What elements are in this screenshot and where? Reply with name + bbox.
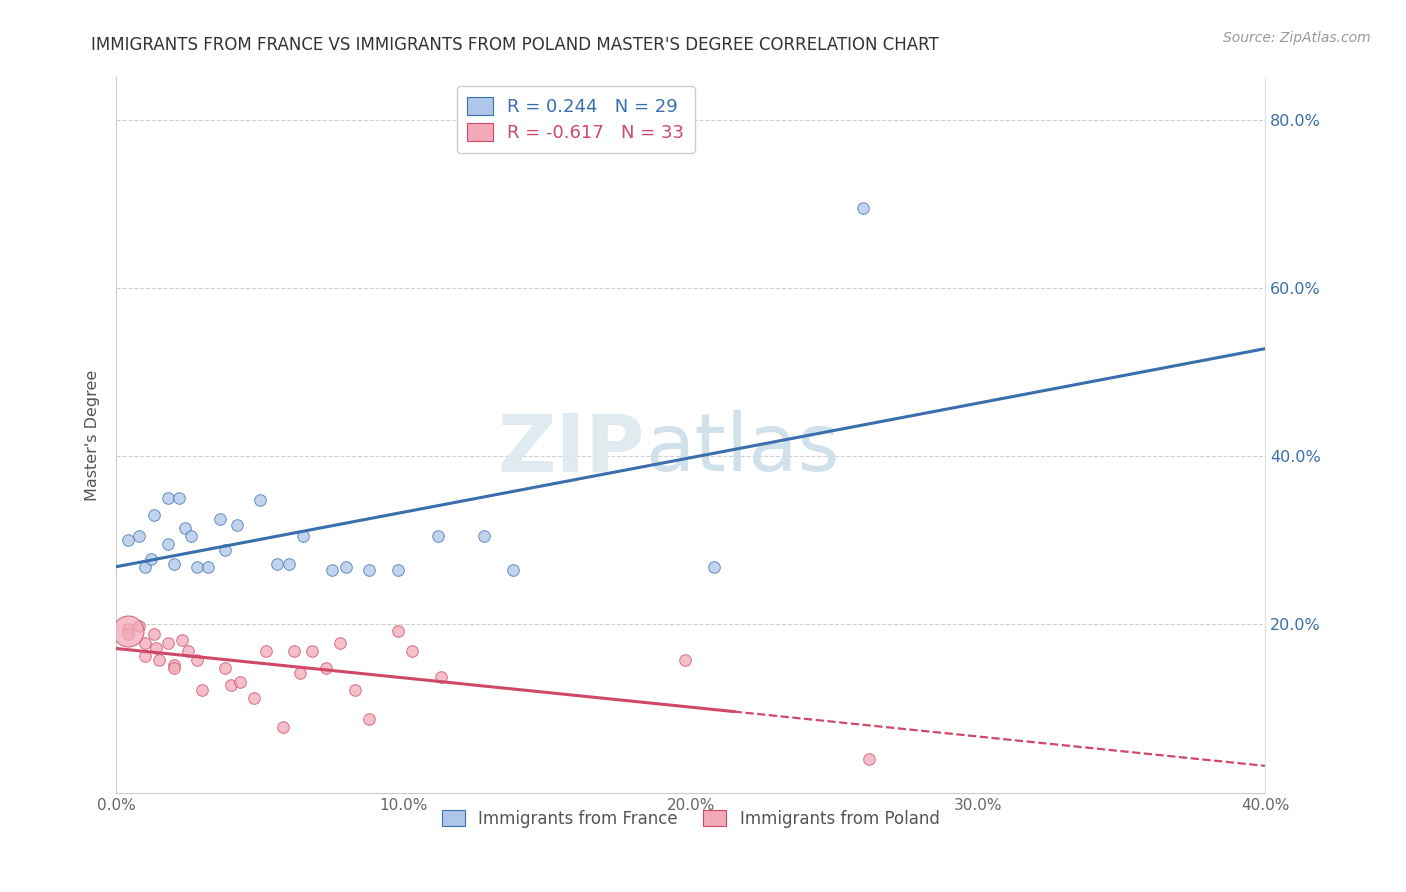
Point (401, 644, 423, 658)
Point (174, 520, 197, 534)
Point (502, 563, 524, 577)
Point (163, 661, 186, 675)
Point (180, 529, 202, 543)
Point (214, 661, 236, 675)
Point (703, 560, 725, 574)
Point (472, 529, 495, 543)
Point (426, 529, 449, 543)
Point (156, 636, 179, 650)
Point (277, 557, 299, 571)
Point (429, 669, 451, 683)
Point (134, 636, 156, 650)
Point (315, 661, 337, 675)
Point (673, 653, 696, 667)
Text: atlas: atlas (645, 410, 839, 488)
Point (357, 712, 380, 726)
Point (117, 533, 139, 548)
Point (291, 529, 314, 543)
Point (335, 560, 357, 574)
Point (145, 640, 167, 655)
Point (156, 491, 179, 505)
Point (134, 649, 156, 664)
Point (387, 563, 409, 577)
Point (266, 557, 288, 571)
Point (117, 627, 139, 641)
Point (163, 557, 186, 571)
Text: IMMIGRANTS FROM FRANCE VS IMMIGRANTS FROM POLAND MASTER'S DEGREE CORRELATION CHA: IMMIGRANTS FROM FRANCE VS IMMIGRANTS FRO… (91, 36, 939, 54)
Point (387, 624, 409, 639)
Point (229, 674, 252, 689)
Legend: Immigrants from France, Immigrants from Poland: Immigrants from France, Immigrants from … (434, 803, 946, 834)
Point (321, 563, 343, 577)
Point (117, 624, 139, 639)
Point (225, 518, 247, 533)
Y-axis label: Master's Degree: Master's Degree (86, 369, 100, 500)
Point (177, 644, 200, 658)
Point (186, 653, 208, 667)
Point (142, 627, 165, 641)
Point (243, 691, 266, 706)
Point (343, 683, 366, 698)
Point (134, 560, 156, 574)
Point (128, 529, 150, 543)
Point (197, 560, 219, 574)
Point (128, 619, 150, 633)
Point (283, 644, 305, 658)
Point (148, 653, 170, 667)
Point (852, 201, 875, 215)
Point (249, 492, 271, 507)
Point (186, 560, 208, 574)
Point (142, 508, 165, 522)
Point (301, 644, 323, 658)
Point (172, 632, 194, 647)
Point (117, 622, 139, 636)
Point (288, 666, 311, 681)
Point (191, 683, 214, 698)
Point (254, 644, 277, 658)
Point (163, 657, 186, 672)
Point (357, 563, 380, 577)
Point (219, 678, 242, 692)
Point (139, 551, 162, 566)
Point (329, 636, 352, 650)
Point (858, 752, 880, 766)
Point (156, 537, 179, 551)
Point (169, 491, 191, 505)
Text: Source: ZipAtlas.com: Source: ZipAtlas.com (1223, 31, 1371, 45)
Point (271, 720, 294, 734)
Point (214, 543, 236, 558)
Point (208, 512, 231, 526)
Text: ZIP: ZIP (498, 410, 645, 488)
